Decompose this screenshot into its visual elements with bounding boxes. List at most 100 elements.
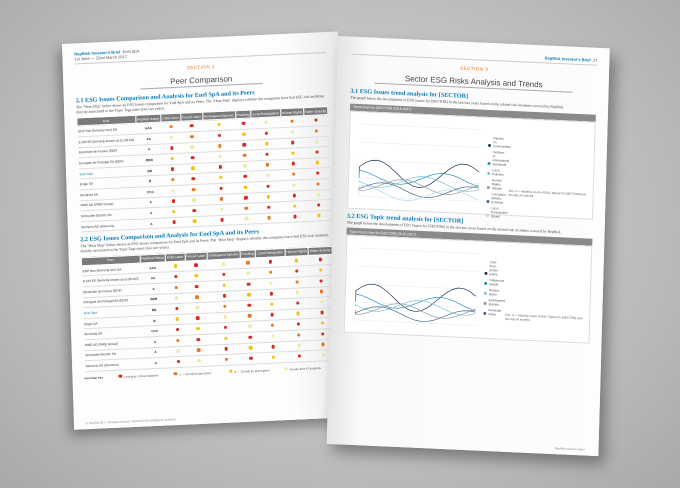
- heat-dot: [319, 289, 324, 294]
- key-text: 3 — 10 (red) for peers given: [234, 368, 270, 374]
- heat-cell: [242, 342, 259, 354]
- heat-dot: [318, 257, 323, 262]
- key-item: 3 — 10 (red) for peers given: [228, 367, 281, 374]
- heat-dot: [267, 216, 271, 220]
- grid-line: [355, 320, 477, 327]
- key-text: 1 — 3 (red) for peer given: [179, 370, 212, 377]
- legend-swatch: [486, 213, 490, 217]
- legend-swatch: [484, 282, 488, 286]
- key-item: 1 — 3 (red) for peer given: [173, 370, 226, 377]
- rating: A: [138, 217, 165, 230]
- heat-dot: [293, 214, 298, 219]
- heat-cell: [168, 356, 189, 368]
- heat-dot: [291, 161, 296, 166]
- brand: RepRisk Investor's Brief: [544, 55, 591, 63]
- heat-dot: [321, 353, 326, 357]
- legend-label: Impacts on Communities: [492, 135, 511, 149]
- heat-dot: [294, 258, 299, 263]
- trend-line: [358, 176, 479, 192]
- heat-dot: [292, 172, 296, 177]
- heat-dot: [269, 281, 273, 285]
- legend-label: Corruption, Bribery, Extortion: [491, 191, 507, 205]
- heat-dot: [169, 135, 173, 140]
- legend-swatch: [483, 312, 487, 316]
- heat-dot: [264, 120, 268, 125]
- heat-cell: [241, 300, 258, 312]
- heat-dot: [265, 173, 270, 178]
- heat-cell: [240, 278, 257, 291]
- heat-dot: [222, 283, 227, 287]
- footer: © RepRisk 2017. All rights reserved. Rep…: [85, 417, 177, 426]
- heat-dot: [295, 280, 300, 284]
- key-text: Less than 1 (Red) incidents: [124, 373, 159, 379]
- heat-dot: [194, 263, 198, 268]
- heat-dot: [242, 132, 246, 136]
- heat-cell: [236, 150, 253, 162]
- heat-cell: [306, 210, 332, 222]
- heat-dot: [269, 302, 274, 307]
- heat-dot: [270, 313, 274, 317]
- heat-dot: [316, 203, 321, 207]
- heat-dot: [217, 133, 222, 138]
- heat-dot: [292, 193, 297, 198]
- legend-item: Protected areas: [483, 308, 501, 317]
- heat-dot: [191, 155, 195, 160]
- legend-item: Violation of International Standards: [487, 149, 510, 167]
- legend-item: Human Rights Abuses: [486, 178, 502, 190]
- legend-label: Local Pollution: [492, 167, 504, 177]
- line-chart: [354, 248, 479, 327]
- legend-swatch: [486, 199, 490, 203]
- trend-line: [355, 293, 476, 312]
- trend-line: [354, 303, 476, 320]
- trend-line: [358, 185, 479, 201]
- heat-dot: [316, 192, 321, 197]
- heat-dot: [243, 174, 247, 179]
- heat-dot: [172, 220, 176, 224]
- heat-dot: [174, 306, 179, 311]
- trend-line: [355, 284, 476, 313]
- heat-dot: [244, 206, 248, 211]
- right-page: RepRisk Investor's Brief 17 SECTION 3 Sec…: [326, 36, 610, 457]
- peer-name: Siemens AG (Siemens): [80, 219, 139, 233]
- heat-dot: [319, 279, 323, 283]
- figure-note: FIG. 3 — Monthly count of ESG Issues for…: [508, 188, 587, 198]
- heat-dot: [271, 355, 276, 359]
- heat-dot: [195, 295, 199, 299]
- legend-label: Violation of International Standards: [492, 149, 510, 167]
- heat-dot: [318, 268, 323, 273]
- heat-dot: [222, 272, 226, 277]
- heat-dot: [247, 314, 252, 318]
- heat-cell: [163, 216, 184, 229]
- heat-dot: [175, 327, 180, 332]
- heat-dot: [266, 194, 270, 199]
- heat-cell: [237, 181, 254, 194]
- figure-note: FIG. 4 — Monthly count of ESG Topics for…: [505, 313, 583, 323]
- heat-dot: [169, 146, 174, 150]
- heat-cell: [238, 203, 255, 215]
- legend-swatch: [484, 272, 488, 276]
- key-text: Greater than 10 incidents: [289, 365, 321, 372]
- grid-line: [357, 248, 479, 255]
- heat-dot: [247, 303, 251, 308]
- heat-dot: [270, 323, 275, 328]
- heat-dot: [219, 197, 224, 201]
- heat-dot: [176, 349, 180, 353]
- legend-label: Nuclear power: [488, 288, 500, 297]
- heat-dot: [246, 271, 250, 276]
- heat-cell: [238, 192, 254, 204]
- heat-dot: [191, 166, 195, 171]
- heat-cell: [236, 139, 253, 151]
- heat-dot: [242, 143, 246, 147]
- heat-dot: [268, 270, 273, 275]
- heat-cell: [235, 118, 252, 130]
- grid-line: [360, 123, 483, 130]
- heat-dot: [175, 317, 179, 321]
- heat-dot: [218, 144, 222, 148]
- legend-item: Endangered species: [483, 298, 505, 307]
- heat-dot: [170, 156, 174, 161]
- trend-line: [358, 182, 479, 198]
- grid-line: [356, 266, 479, 273]
- heat-dot: [173, 264, 178, 269]
- chart-box: Coal-fired power plants Indigenous people…: [343, 235, 593, 345]
